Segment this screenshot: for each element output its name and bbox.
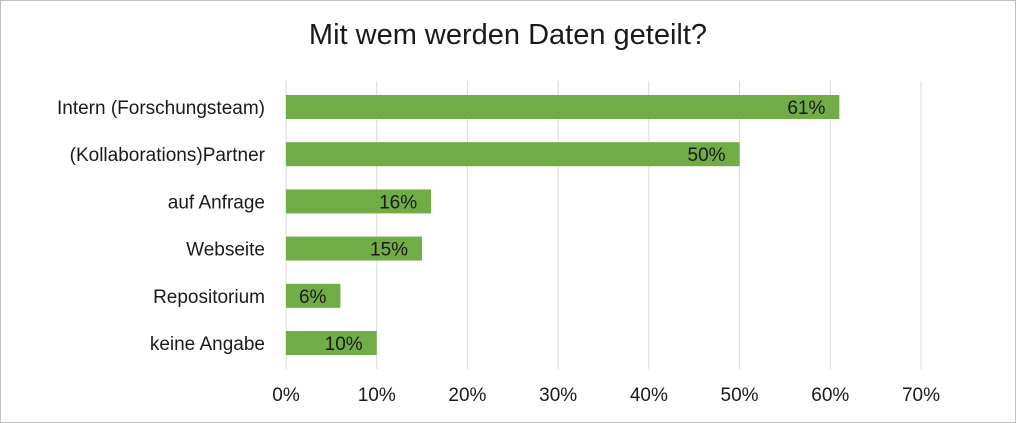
gridlines (285, 81, 922, 369)
x-tick-label-40: 40% (630, 385, 668, 406)
category-label-3: Webseite (186, 240, 265, 261)
bar-3 (286, 236, 423, 261)
data-label-2: 16% (379, 192, 417, 213)
bar-1 (286, 142, 740, 167)
data-label-5: 10% (325, 334, 363, 355)
x-tick-label-10: 10% (358, 385, 396, 406)
data-label-3: 15% (370, 240, 408, 261)
data-label-4: 6% (299, 287, 327, 308)
bars (286, 95, 840, 355)
data-labels: 61% 50% 16% 15% 6% 10% (299, 98, 825, 355)
x-tick-label-20: 20% (448, 385, 486, 406)
bar-0 (286, 95, 840, 119)
category-label-4: Repositorium (153, 287, 265, 308)
category-label-0: Intern (Forschungsteam) (57, 98, 265, 119)
data-label-0: 61% (787, 98, 825, 119)
category-label-2: auf Anfrage (168, 192, 265, 213)
x-tick-label-60: 60% (811, 385, 849, 406)
x-axis-ticks: 0% 10% 20% 30% 40% 50% 60% 70% (272, 385, 940, 406)
bar-5 (286, 331, 377, 355)
category-labels: Intern (Forschungsteam) (Kollaborations)P… (57, 98, 266, 355)
category-label-1: (Kollaborations)Partner (70, 145, 266, 166)
x-tick-label-30: 30% (539, 385, 577, 406)
x-tick-label-70: 70% (902, 385, 940, 406)
x-tick-label-50: 50% (721, 385, 759, 406)
data-label-1: 50% (688, 145, 726, 166)
x-tick-label-0: 0% (272, 385, 300, 406)
bar-2 (286, 189, 432, 214)
bar-4 (286, 283, 341, 308)
chart-title: Mit wem werden Daten geteilt? (308, 19, 708, 51)
category-label-5: keine Angabe (150, 334, 265, 355)
